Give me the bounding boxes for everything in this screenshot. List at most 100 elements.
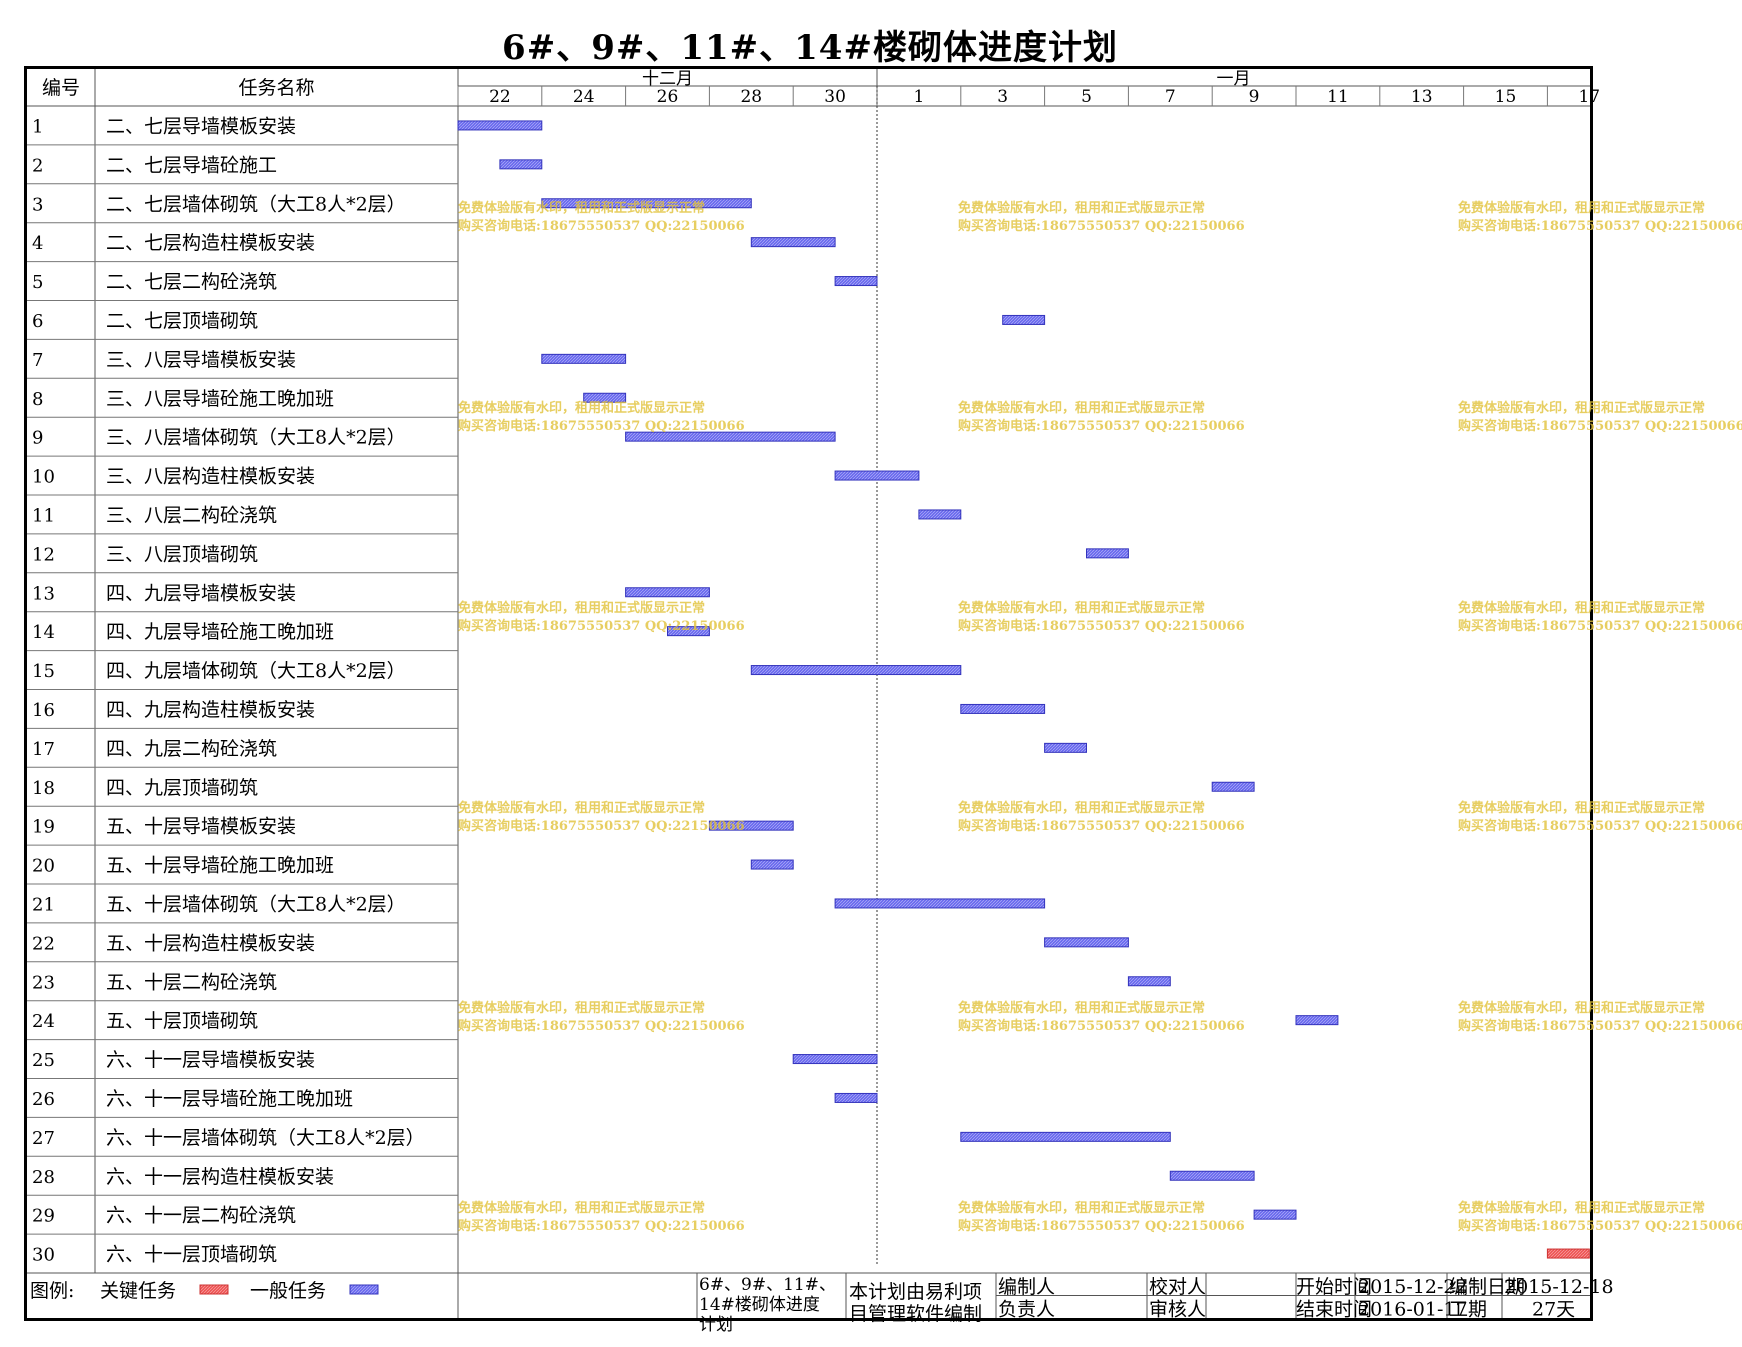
watermark-text: 购买咨询电话:18675550537 QQ:22150066 [458,418,745,434]
task-bar-22 [1044,937,1129,948]
legend-critical-swatch [199,1284,229,1295]
day-tick-label: 1 [913,87,924,107]
task-bar-5 [834,276,878,287]
day-tick-label: 17 [1578,87,1600,107]
task-bar-12 [1086,548,1129,559]
duration-value: 27天 [1532,1299,1575,1321]
day-tick-label: 13 [1411,87,1433,107]
watermark-text: 免费体验版有水印，租用和正式版显示正常 [1458,800,1705,816]
month-label: 十二月 [642,69,693,89]
task-bar-14 [667,626,710,637]
watermark-text: 免费体验版有水印，租用和正式版显示正常 [458,1200,705,1216]
watermark-text: 购买咨询电话:18675550537 QQ:22150066 [958,218,1245,234]
duration-label: 工期 [1449,1299,1487,1321]
task-name: 五、十层构造柱模板安装 [106,932,315,954]
task-id: 30 [32,1245,55,1266]
task-bar-28 [1169,1170,1255,1181]
watermark-text: 免费体验版有水印，租用和正式版显示正常 [1458,400,1705,416]
task-id: 15 [32,661,55,682]
day-tick-label: 9 [1249,87,1260,107]
task-bar-26 [834,1092,878,1103]
task-id: 11 [32,505,55,526]
task-name: 二、七层墙体砌筑（大工8人*2层） [106,193,406,215]
watermark-text: 免费体验版有水印，租用和正式版显示正常 [1458,200,1705,216]
task-id: 9 [32,428,43,449]
task-id: 5 [32,272,43,293]
watermark-text: 购买咨询电话:18675550537 QQ:22150066 [1458,618,1742,634]
task-id: 1 [32,116,43,137]
watermark-text: 免费体验版有水印，租用和正式版显示正常 [458,600,705,616]
watermark-text: 免费体验版有水印，租用和正式版显示正常 [458,400,705,416]
watermark-text: 免费体验版有水印，租用和正式版显示正常 [958,1200,1205,1216]
day-tick-label: 15 [1495,87,1517,107]
task-bar-16 [960,703,1046,714]
task-bar-3 [541,198,752,209]
day-tick-label: 7 [1165,87,1176,107]
task-id: 28 [32,1167,55,1188]
task-id: 2 [32,155,43,176]
task-name: 二、七层导墙砼施工 [106,154,277,176]
task-name: 六、十一层导墙砼施工晚加班 [106,1088,353,1110]
checker-label: 校对人 [1149,1276,1206,1298]
task-id: 23 [32,972,55,993]
end-label: 结束时间 [1296,1299,1372,1321]
task-bar-25 [792,1054,878,1065]
task-name: 四、九层墙体砌筑（大工8人*2层） [106,660,406,682]
legend-critical-label: 关键任务 [100,1280,176,1302]
task-id: 29 [32,1206,55,1227]
task-id: 12 [32,544,55,565]
task-bar-8 [583,392,627,403]
task-name: 六、十一层墙体砌筑（大工8人*2层） [106,1127,425,1149]
watermark-text: 免费体验版有水印，租用和正式版显示正常 [958,400,1205,416]
task-bar-2 [499,159,543,170]
task-id: 8 [32,389,43,410]
watermark-text: 购买咨询电话:18675550537 QQ:22150066 [958,618,1245,634]
task-bar-1 [457,120,543,131]
column-header-name: 任务名称 [238,77,314,99]
task-bar-30 [1546,1248,1590,1259]
task-id: 3 [32,194,43,215]
task-name: 五、十层二构砼浇筑 [106,971,277,993]
task-name: 六、十一层导墙模板安装 [106,1049,315,1071]
end-value: 2016-01-17 [1358,1299,1468,1321]
manager-label: 负责人 [998,1299,1055,1321]
task-id: 20 [32,856,55,877]
plan-name: 6#、9#、11#、 14#楼砌体进度计划 [699,1275,836,1335]
watermark-text: 免费体验版有水印，租用和正式版显示正常 [1458,600,1705,616]
task-bar-9 [625,431,836,442]
day-tick-label: 24 [573,87,595,107]
watermark-text: 购买咨询电话:18675550537 QQ:22150066 [1458,818,1742,834]
task-name: 六、十一层构造柱模板安装 [106,1166,334,1188]
task-name: 二、七层二构砼浇筑 [106,271,277,293]
task-id: 26 [32,1089,55,1110]
task-bar-15 [750,665,962,676]
task-name: 三、八层导墙模板安装 [106,349,296,371]
legend-general-label: 一般任务 [250,1280,326,1302]
watermark-text: 免费体验版有水印，租用和正式版显示正常 [958,800,1205,816]
task-bar-27 [960,1131,1171,1142]
task-id: 6 [32,311,43,332]
day-tick-label: 3 [997,87,1008,107]
task-id: 19 [32,817,55,838]
task-bar-18 [1211,781,1255,792]
task-name: 五、十层导墙砼施工晚加班 [106,855,334,877]
watermark-text: 购买咨询电话:18675550537 QQ:22150066 [1458,1218,1742,1234]
task-bar-20 [750,859,794,870]
task-name: 六、十一层顶墙砌筑 [106,1244,277,1266]
task-id: 25 [32,1050,55,1071]
watermark-text: 购买咨询电话:18675550537 QQ:22150066 [1458,418,1742,434]
day-tick-label: 5 [1081,87,1092,107]
watermark-text: 免费体验版有水印，租用和正式版显示正常 [958,200,1205,216]
task-id: 14 [32,622,55,643]
column-header-id: 编号 [42,77,80,99]
watermark-text: 购买咨询电话:18675550537 QQ:22150066 [458,818,745,834]
task-name: 四、九层构造柱模板安装 [106,699,315,721]
task-name: 五、十层导墙模板安装 [106,816,296,838]
day-tick-label: 11 [1327,87,1349,107]
task-name: 三、八层二构砼浇筑 [106,504,277,526]
watermark-text: 购买咨询电话:18675550537 QQ:22150066 [458,1018,745,1034]
watermark-text: 购买咨询电话:18675550537 QQ:22150066 [958,1018,1245,1034]
task-id: 13 [32,583,55,604]
compiler-label: 编制人 [998,1276,1055,1298]
